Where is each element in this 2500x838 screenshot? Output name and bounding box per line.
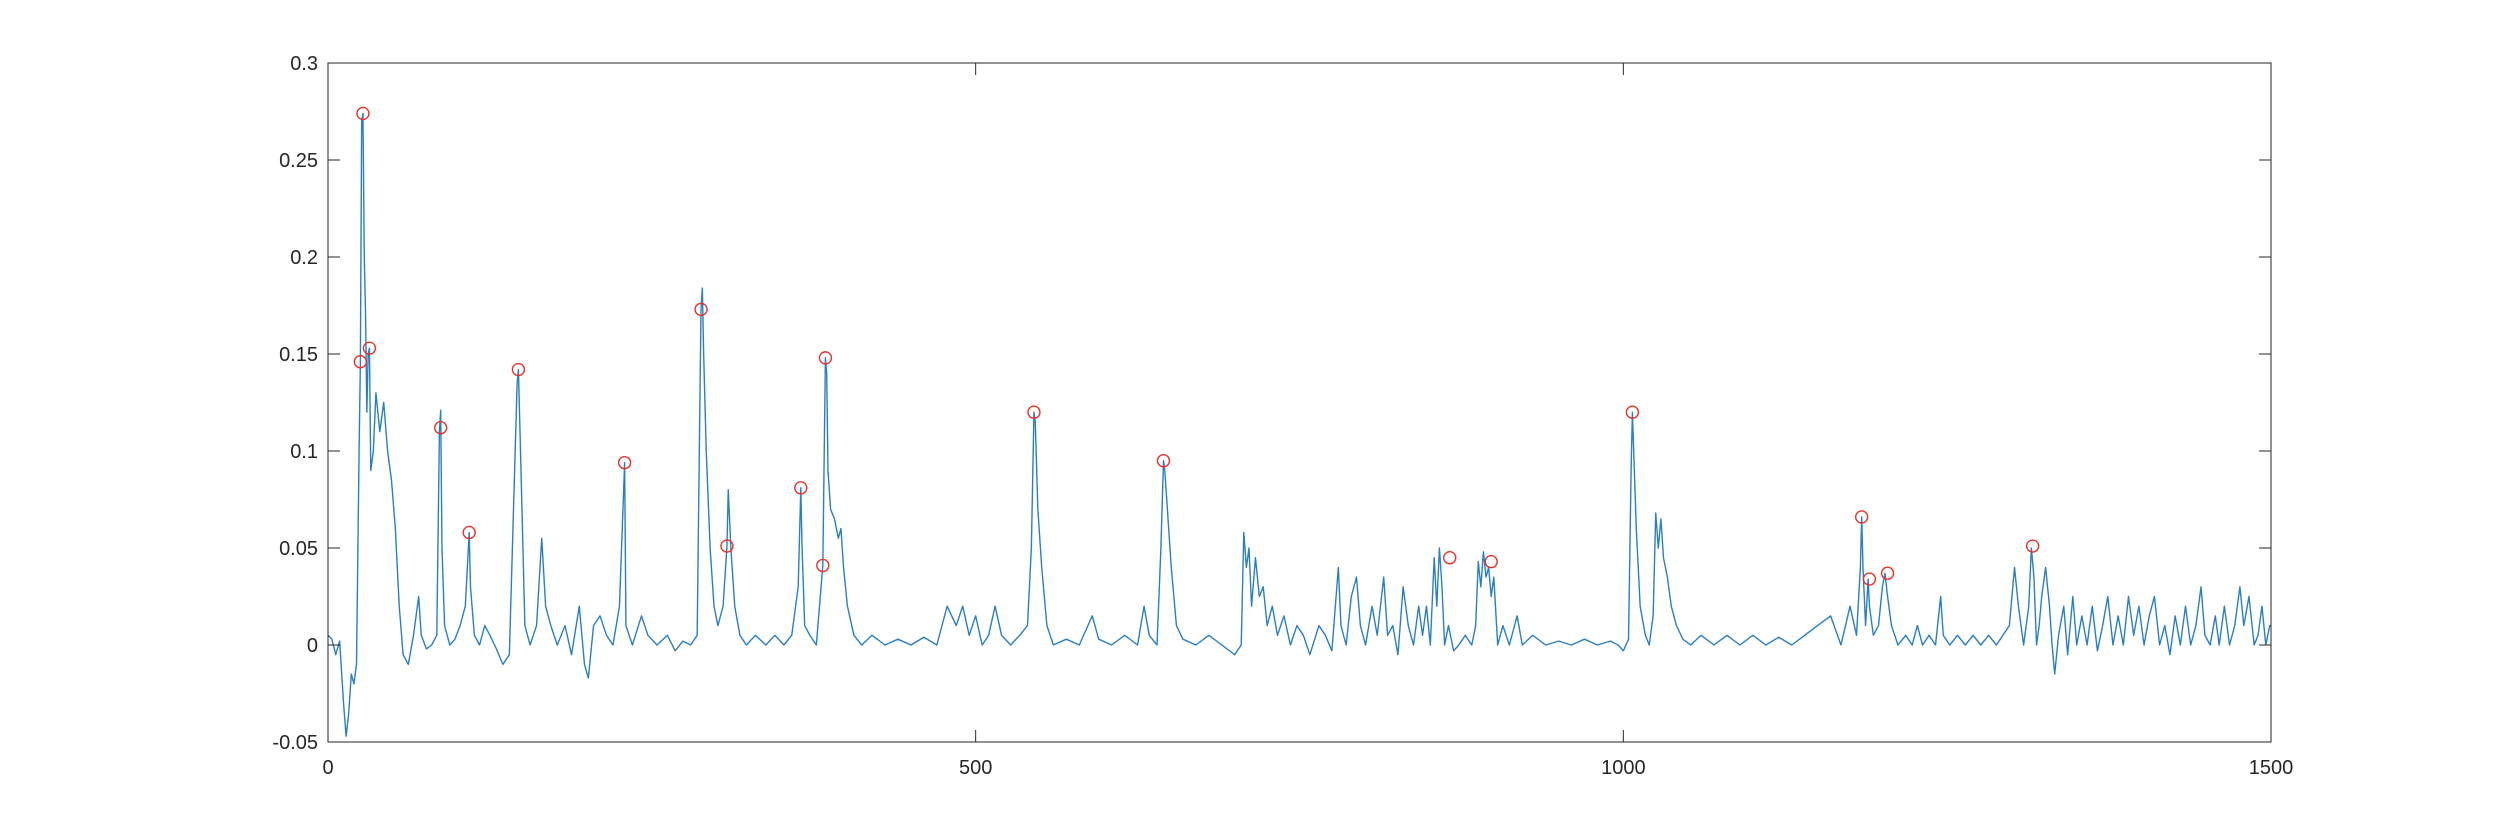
y-tick-label: 0.15 (279, 344, 318, 366)
peak-marker-layer (353, 106, 2040, 586)
y-axis: -0.05 0 0.05 0.1 0.15 0.2 0.25 0.3 (272, 53, 2271, 754)
y-tick-label: 0.3 (290, 53, 318, 75)
y-tick-label: 0.05 (279, 538, 318, 560)
series-layer (327, 112, 2271, 737)
peak-marker (720, 539, 734, 553)
axes-box (327, 62, 2272, 743)
peak-marker (816, 558, 830, 573)
peak-marker (1443, 551, 1457, 565)
peak-marker (511, 362, 526, 377)
peak-marker (1156, 454, 1171, 468)
y-tick-label: 0.25 (279, 150, 318, 172)
peak-marker (818, 351, 833, 365)
y-tick-label: 0 (307, 635, 318, 657)
y-tick-label: -0.05 (272, 732, 318, 754)
peak-marker (1484, 554, 1498, 569)
y-tick-label: 0.1 (290, 441, 318, 463)
x-axis: 0 500 1000 1500 (322, 63, 2293, 779)
peak-marker (462, 525, 476, 540)
y-tick-label: 0.2 (290, 247, 318, 269)
peak-marker (1027, 405, 1041, 419)
peak-marker (2025, 539, 2040, 553)
peak-marker (1880, 566, 1895, 580)
peak-marker (694, 302, 708, 317)
peak-marker (353, 355, 368, 369)
peak-marker (794, 481, 808, 495)
peak-marker (1854, 510, 1869, 524)
x-tick-label: 1000 (1601, 757, 1646, 779)
peak-marker (362, 341, 377, 355)
x-tick-label: 1500 (2249, 757, 2294, 779)
x-tick-label: 500 (959, 757, 992, 779)
peak-marker (1862, 572, 1877, 586)
peak-marker (433, 421, 448, 435)
signal-series-line (327, 112, 2271, 737)
peak-marker (617, 455, 632, 470)
peak-marker (356, 106, 370, 121)
x-tick-label: 0 (322, 757, 333, 779)
plot-area (328, 63, 2271, 742)
peak-marker (1625, 405, 1640, 419)
